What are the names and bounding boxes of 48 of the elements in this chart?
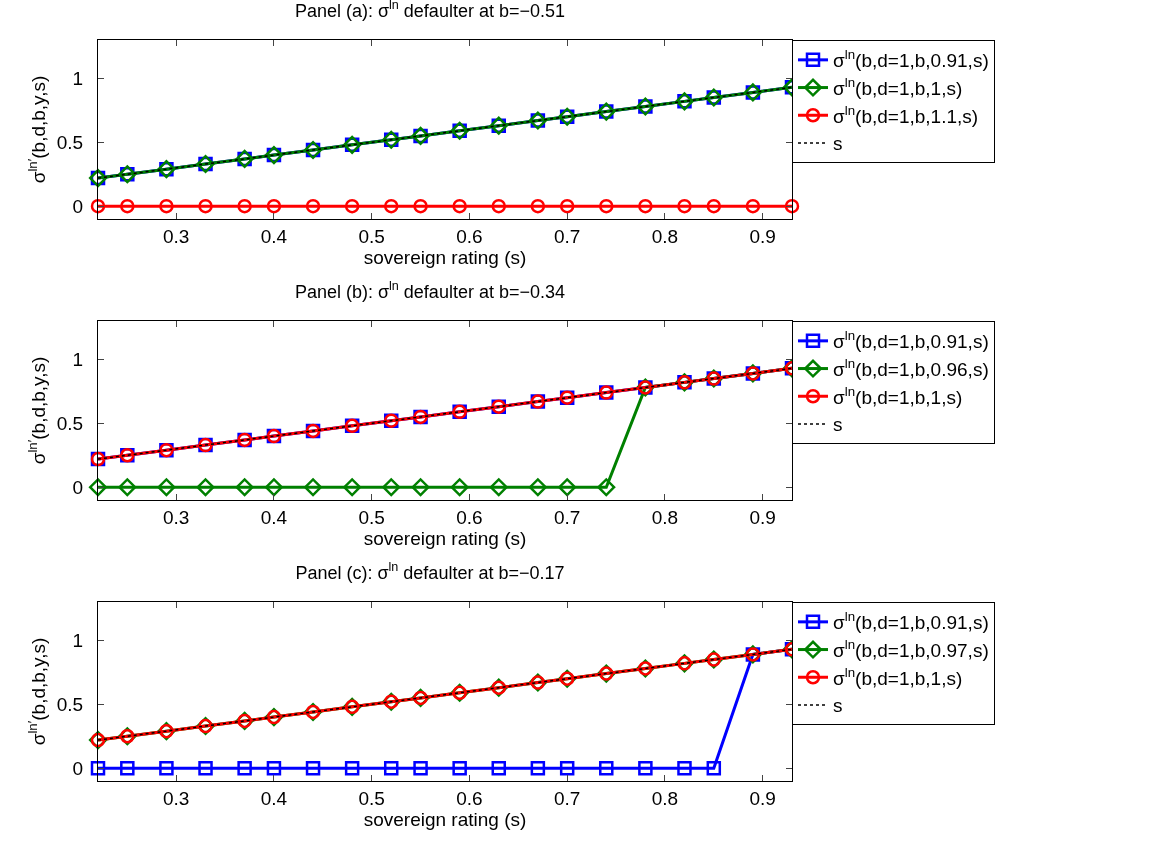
x-tick-label: 0.4 xyxy=(260,506,288,528)
y-tick-label: 1 xyxy=(72,68,84,90)
y-tick-label: 0 xyxy=(72,476,84,498)
x-tick-label: 0.7 xyxy=(553,787,581,809)
legend-label: σ$^{ln}$(b,d=1,b,0.91,s) xyxy=(833,328,989,353)
x-tick-label: 0.9 xyxy=(749,787,776,809)
y-tick-label: 0 xyxy=(72,757,84,779)
legend-label: σ$^{ln}$(b,d=1,b,1.1,s) xyxy=(833,102,979,127)
y-tick-label: 1 xyxy=(72,630,84,652)
x-tick-label: 0.8 xyxy=(651,225,679,247)
chart-title: Panel (a): σ$^{ln}$ defaulter at b=−0.51 xyxy=(294,0,565,21)
legend-label: σ$^{ln}$(b,d=1,b,0.91,s) xyxy=(833,47,989,72)
chart-title: Panel (c): σ$^{ln}$ defaulter at b=−0.17 xyxy=(295,560,565,583)
legend-label: σ$^{ln}$(b,d=1,b,1,s) xyxy=(833,74,963,99)
legend-label: s xyxy=(833,695,843,717)
x-tick-label: 0.7 xyxy=(553,225,581,247)
chart-title: Panel (b): σ$^{ln}$ defaulter at b=−0.34 xyxy=(294,279,565,302)
legend-label: s xyxy=(833,414,843,436)
y-tick-label: 0.5 xyxy=(56,412,84,434)
x-tick-label: 0.5 xyxy=(358,787,385,809)
x-tick-label: 0.3 xyxy=(162,506,190,528)
legend-label: σ$^{ln}$(b,d=1,b,1,s) xyxy=(833,383,963,408)
x-tick-label: 0.6 xyxy=(456,506,483,528)
x-tick-label: 0.8 xyxy=(651,787,679,809)
legend-label: s xyxy=(833,133,843,155)
x-tick-label: 0.3 xyxy=(162,225,190,247)
x-tick-label: 0.9 xyxy=(749,506,776,528)
legend-label: σ$^{ln}$(b,d=1,b,0.96,s) xyxy=(833,355,989,380)
y-tick-label: 0 xyxy=(72,195,84,217)
legend-label: σ$^{ln}$(b,d=1,b,1,s) xyxy=(833,664,963,689)
x-axis-title: sovereign rating (s) xyxy=(363,527,527,549)
x-tick-label: 0.9 xyxy=(749,225,776,247)
y-tick-label: 1 xyxy=(72,349,84,371)
x-tick-label: 0.8 xyxy=(651,506,679,528)
x-tick-label: 0.3 xyxy=(162,787,190,809)
x-tick-label: 0.6 xyxy=(456,787,483,809)
x-tick-label: 0.7 xyxy=(553,506,581,528)
x-axis-title: sovereign rating (s) xyxy=(363,246,527,268)
y-tick-label: 0.5 xyxy=(56,693,84,715)
x-axis-title: sovereign rating (s) xyxy=(363,808,527,830)
x-tick-label: 0.5 xyxy=(358,506,385,528)
x-tick-label: 0.6 xyxy=(456,225,483,247)
x-tick-label: 0.5 xyxy=(358,225,385,247)
y-tick-label: 0.5 xyxy=(56,131,84,153)
x-tick-label: 0.4 xyxy=(260,225,288,247)
x-tick-label: 0.4 xyxy=(260,787,288,809)
legend-label: σ$^{ln}$(b,d=1,b,0.91,s) xyxy=(833,609,989,634)
legend-label: σ$^{ln}$(b,d=1,b,0.97,s) xyxy=(833,636,989,661)
